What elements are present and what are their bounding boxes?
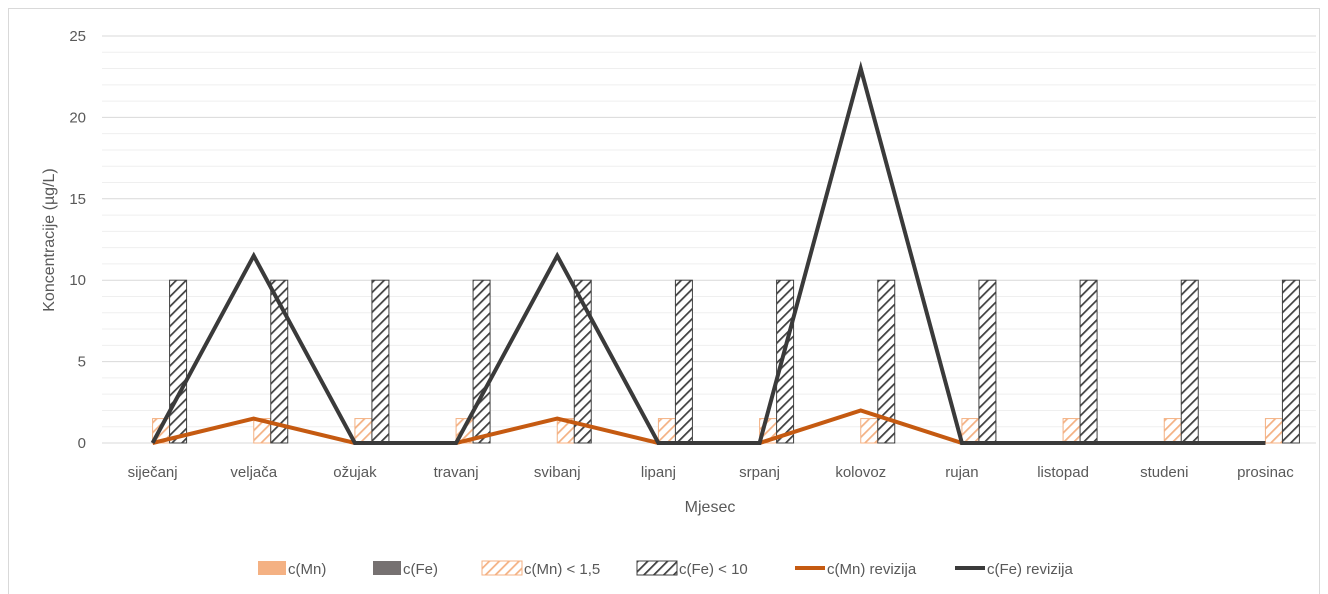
bar — [472, 279, 491, 444]
y-tick-label: 15 — [69, 191, 86, 208]
bar — [657, 418, 676, 444]
bar — [860, 418, 879, 444]
series-line — [150, 60, 1266, 445]
bar — [776, 279, 795, 444]
y-tick-labels: 0 5 10 15 20 25 — [69, 28, 86, 452]
bar — [1079, 279, 1098, 444]
x-tick-label: travanj — [434, 464, 479, 481]
x-tick-label: srpanj — [739, 464, 780, 481]
legend-swatch — [636, 560, 678, 576]
y-tick-label: 20 — [69, 109, 86, 126]
bar — [1264, 418, 1283, 444]
bar — [961, 418, 980, 444]
bar — [169, 279, 188, 444]
legend-label: c(Fe) revizija — [987, 561, 1073, 578]
y-tick-label: 10 — [69, 272, 86, 289]
x-tick-label: kolovoz — [835, 464, 886, 481]
x-axis-label: Mjesec — [685, 499, 736, 516]
bar — [1062, 418, 1081, 444]
bars — [152, 279, 1300, 444]
legend: c(Mn) c(Fe) c(Mn) < 1,5 c(Fe) < 10 c(Mn) rev… — [258, 560, 1073, 578]
bar — [1180, 279, 1199, 444]
x-tick-label: lipanj — [641, 464, 676, 481]
legend-swatch — [258, 561, 286, 575]
bar — [270, 279, 289, 444]
legend-swatch — [373, 561, 401, 575]
y-tick-label: 0 — [78, 435, 86, 452]
chart-frame — [8, 8, 1320, 594]
x-tick-label: ožujak — [333, 464, 377, 481]
bar — [978, 279, 997, 444]
gridlines — [102, 35, 1316, 444]
legend-label: c(Mn) revizija — [827, 561, 917, 578]
y-tick-label: 5 — [78, 354, 86, 371]
x-tick-label: prosinac — [1237, 464, 1294, 481]
legend-swatch — [481, 560, 523, 576]
x-tick-label: listopad — [1037, 464, 1089, 481]
bar — [1281, 279, 1300, 444]
bar — [674, 279, 693, 444]
y-axis-label: Koncentracije (µg/L) — [41, 168, 58, 312]
x-tick-label: svibanj — [534, 464, 581, 481]
bar — [1163, 418, 1182, 444]
y-tick-label: 25 — [69, 28, 86, 45]
bar — [877, 279, 896, 444]
series-lines — [150, 60, 1266, 445]
bar — [573, 279, 592, 444]
bar — [371, 279, 390, 444]
legend-label: c(Mn) — [288, 561, 326, 578]
legend-label: c(Mn) < 1,5 — [524, 561, 600, 578]
x-tick-labels: siječanj veljača ožujak travanj svibanj lipan… — [128, 464, 1295, 481]
x-tick-label: studeni — [1140, 464, 1188, 481]
x-tick-label: veljača — [230, 464, 277, 481]
legend-label: c(Fe) < 10 — [679, 561, 748, 578]
bar — [354, 418, 373, 444]
x-tick-label: rujan — [945, 464, 978, 481]
x-tick-label: siječanj — [128, 464, 178, 481]
legend-label: c(Fe) — [403, 561, 438, 578]
